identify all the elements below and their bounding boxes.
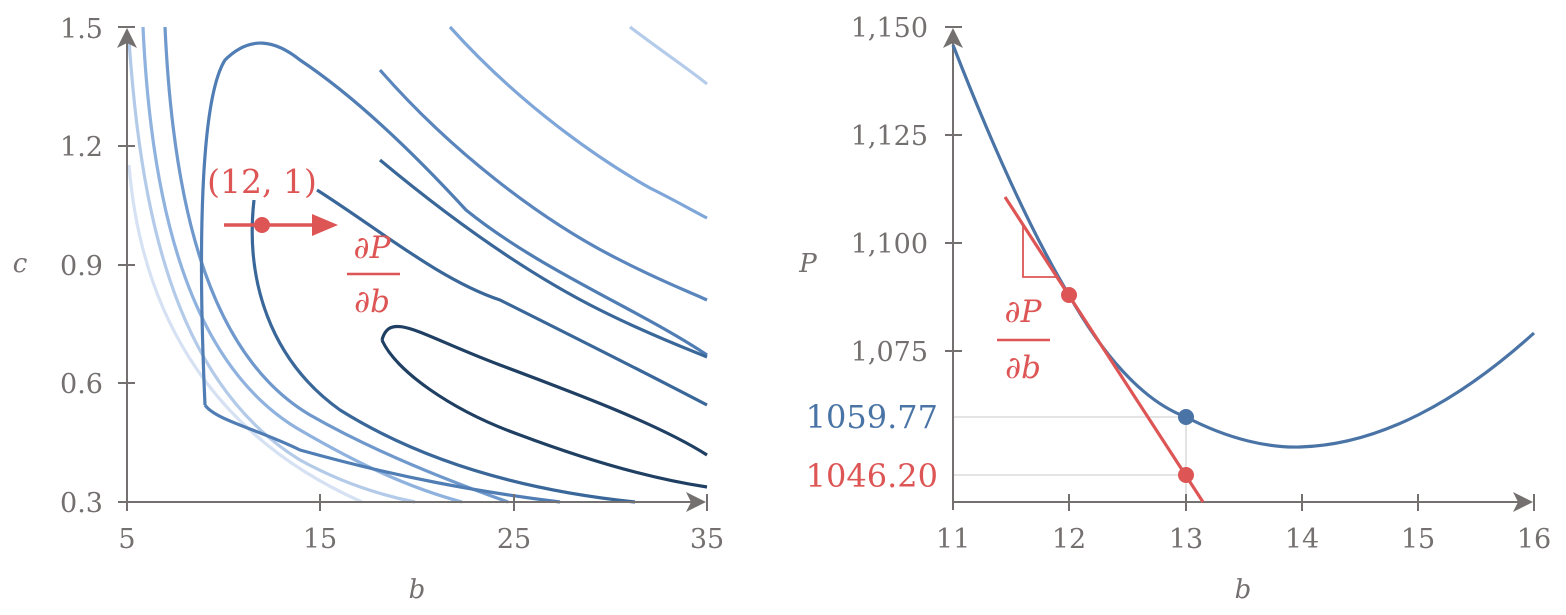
- x-tick-11: 11: [936, 524, 970, 555]
- contour-chart: 1.5 1.2 0.9 0.6 0.3 5 15 25 35 c b (12, …: [13, 14, 724, 605]
- x-tick-14: 14: [1285, 524, 1319, 555]
- contour-level-7: [380, 324, 708, 457]
- y-tick-1150: 1,150: [851, 13, 928, 44]
- y-tick-1100: 1,100: [851, 229, 928, 260]
- right-axes: [943, 26, 1535, 512]
- contour-level-4: [163, 26, 509, 504]
- contour-level-1: [127, 164, 363, 504]
- line-chart: ∂P ∂b 1,150 1,125 1,100 1,075 1059.77 10…: [798, 13, 1551, 605]
- y-axis-label: c: [13, 249, 28, 279]
- contour-level-7b: [380, 339, 708, 489]
- y-tick-0-9: 0.9: [60, 251, 103, 282]
- contour-lines: [127, 25, 709, 504]
- x-tick-12: 12: [1052, 524, 1086, 555]
- gradient-annotation: (12, 1) ∂P ∂b: [207, 162, 400, 320]
- y-tick-0-6: 0.6: [60, 369, 103, 400]
- y-tick-0-3: 0.3: [60, 488, 103, 519]
- contour-level-6b: [316, 188, 708, 407]
- x-tick-16: 16: [1517, 524, 1551, 555]
- point-label: (12, 1): [207, 162, 317, 201]
- left-axes: [117, 26, 708, 512]
- value-label-blue: 1059.77: [806, 398, 938, 436]
- y-tick-1125: 1,125: [851, 121, 928, 152]
- p-curve: [951, 44, 1536, 449]
- x-axis-label: b: [409, 575, 426, 605]
- slope-triangle: [1022, 225, 1057, 278]
- deriv-numerator: ∂P: [1005, 294, 1043, 330]
- contour-level-3: [141, 26, 463, 504]
- tangent-line: [1003, 196, 1205, 503]
- x-tick-15: 15: [303, 524, 337, 555]
- contour-level-11: [629, 25, 709, 86]
- value-label-red: 1046.20: [806, 457, 938, 495]
- contour-level-5b: [203, 403, 561, 504]
- x-tick-13: 13: [1169, 524, 1203, 555]
- guide-lines: [953, 416, 1187, 502]
- contour-level-9: [378, 68, 708, 302]
- deriv-numerator: ∂P: [354, 230, 392, 266]
- linear-estimate-point: [1178, 467, 1194, 483]
- deriv-denominator: ∂b: [1005, 350, 1041, 386]
- tangent-point: [1061, 287, 1077, 303]
- contour-level-6: [250, 199, 636, 504]
- contour-level-2: [127, 39, 416, 504]
- y-tick-1-2: 1.2: [60, 132, 103, 163]
- contour-level-8: [378, 158, 708, 359]
- x-tick-15: 15: [1401, 524, 1435, 555]
- x-tick-25: 25: [497, 524, 531, 555]
- point-marker: [254, 217, 270, 233]
- y-tick-1075: 1,075: [851, 337, 928, 368]
- arrow-head-icon: [312, 214, 338, 236]
- contour-level-5: [199, 41, 708, 406]
- y-tick-1-5: 1.5: [60, 14, 103, 45]
- x-axis-label: b: [1235, 575, 1252, 605]
- x-tick-5: 5: [118, 524, 135, 555]
- y-axis-label: P: [798, 249, 817, 279]
- actual-value-point: [1178, 409, 1194, 425]
- deriv-denominator: ∂b: [354, 284, 390, 320]
- contour-level-10: [448, 25, 708, 220]
- x-tick-35: 35: [690, 524, 724, 555]
